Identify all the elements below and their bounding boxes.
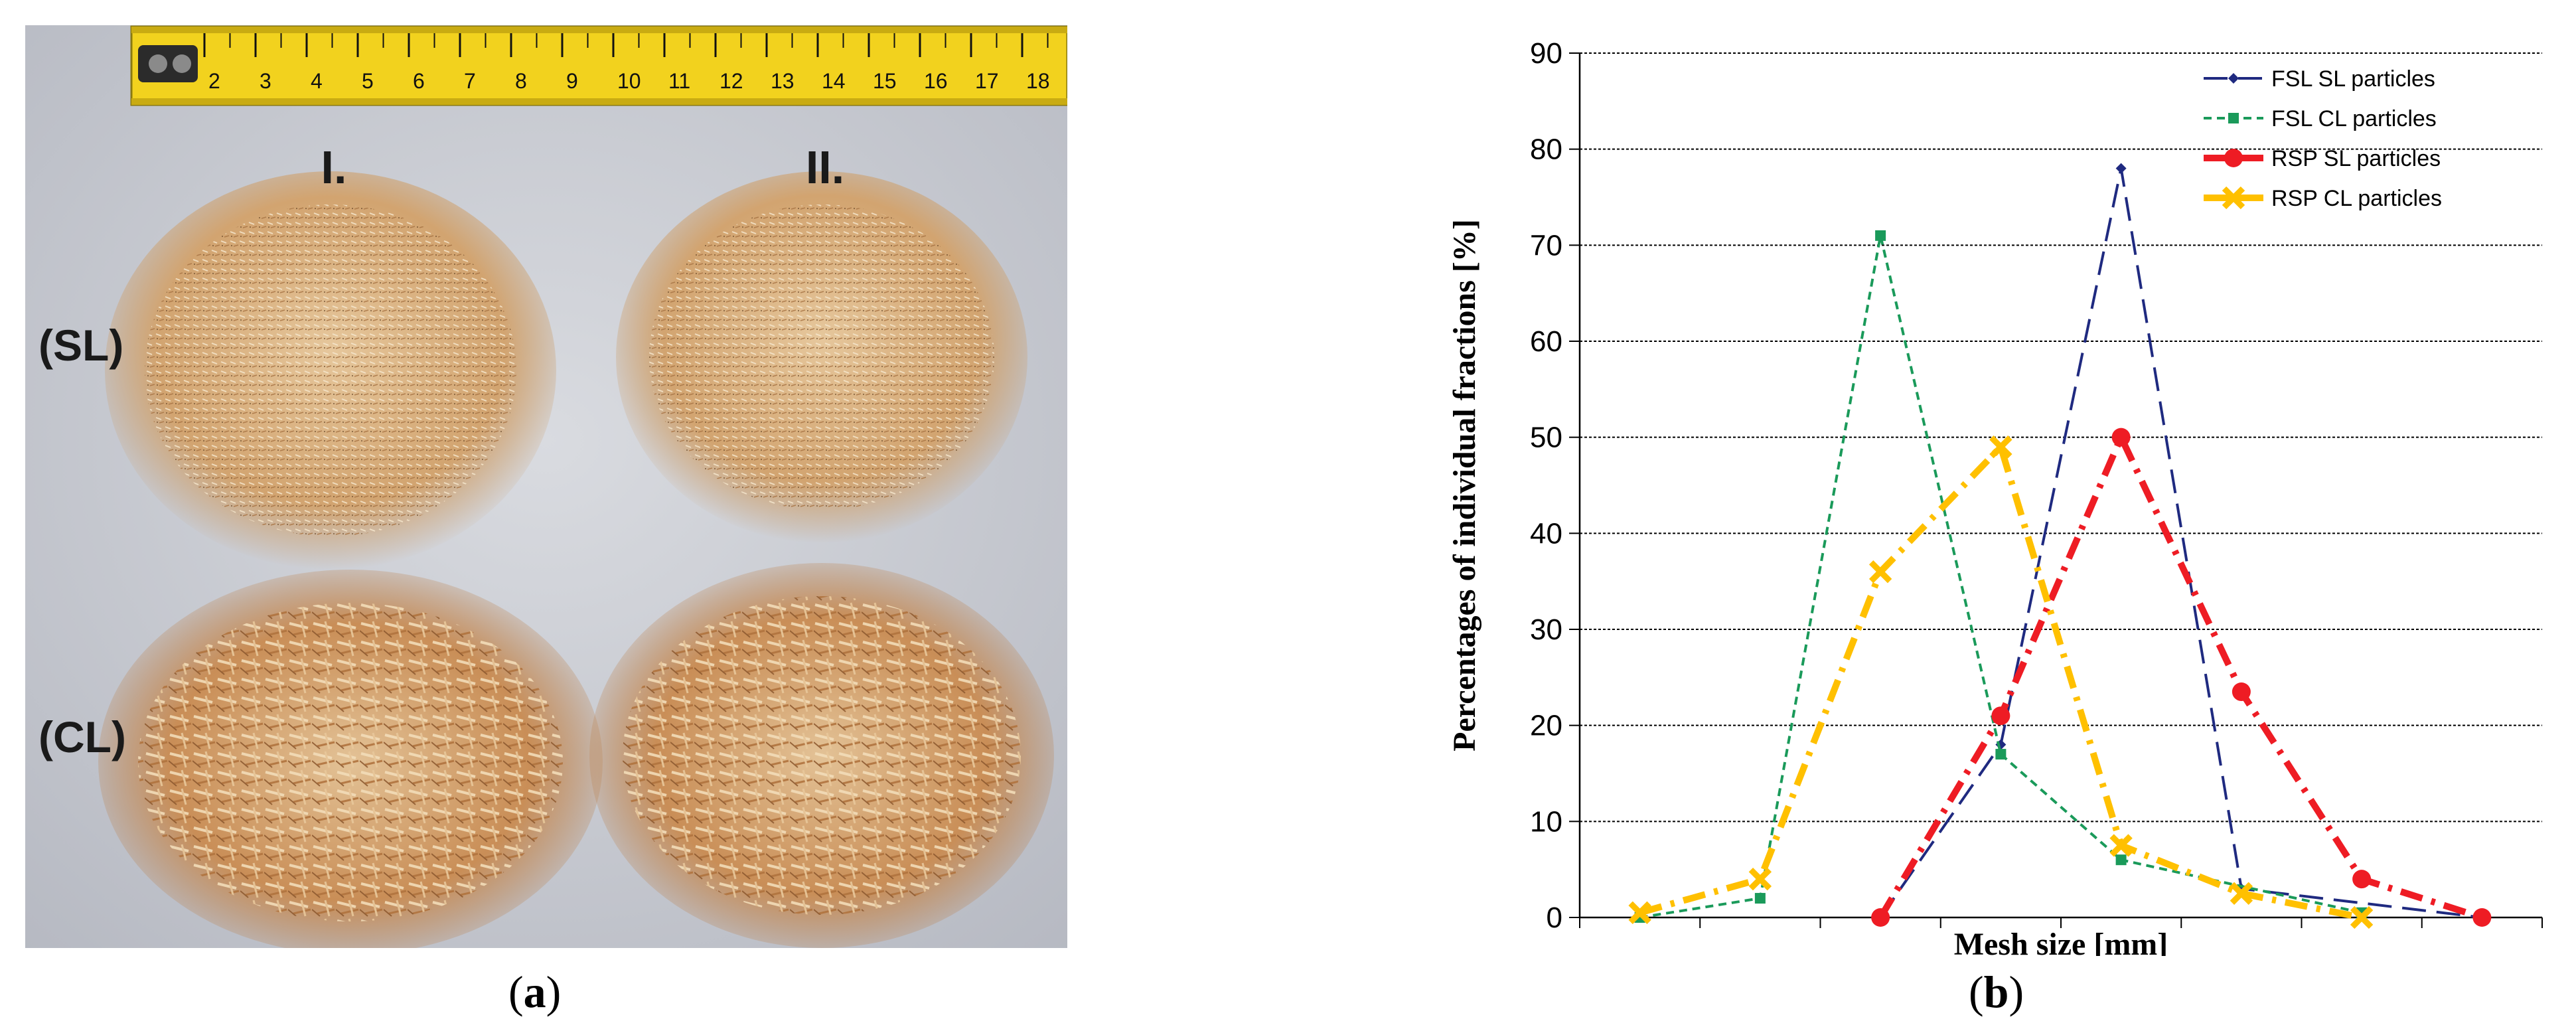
series-line: [1639, 443, 2363, 921]
x-axis-label: Mesh size [mm]: [1954, 927, 2168, 956]
y-tick-label: 90: [1530, 37, 1562, 70]
y-tick-label: 0: [1547, 902, 1562, 934]
ruler-number: 2: [208, 69, 220, 93]
y-tick-label: 80: [1530, 133, 1562, 166]
data-point: [1989, 435, 2012, 459]
ruler-number: 15: [873, 69, 897, 93]
y-tick-label: 10: [1530, 805, 1562, 838]
ruler-number: 12: [720, 69, 743, 93]
data-point: [2224, 149, 2243, 167]
col-label-I: I.: [321, 141, 347, 193]
data-point: [2228, 73, 2239, 84]
y-tick-label: 60: [1530, 325, 1562, 358]
ruler-number: 11: [668, 69, 690, 93]
ruler-number: 8: [515, 69, 527, 93]
ruler-number: 7: [464, 69, 476, 93]
y-tick-label: 70: [1530, 229, 1562, 262]
data-point: [2228, 113, 2239, 123]
caption-a-letter: a: [523, 967, 546, 1017]
y-axis-label: Percentages of individual fractions [%]: [1447, 219, 1482, 752]
data-point: [1748, 867, 1772, 891]
data-point: [1991, 706, 2010, 726]
y-tick-label: 30: [1530, 613, 1562, 646]
data-point: [1875, 230, 1886, 241]
ruler-number: 6: [413, 69, 425, 93]
legend-entry: FSL SL particles: [2271, 66, 2435, 92]
pile-II-SL: [616, 171, 1027, 543]
y-tick-label: 40: [1530, 517, 1562, 550]
pile-II-CL: [589, 563, 1054, 948]
data-point: [1995, 739, 2007, 750]
series-line: [1877, 434, 2483, 921]
y-tick-labels: 0 10 20 30 40 50 60 70 80 90: [1530, 37, 1562, 934]
ruler-number: 10: [617, 69, 641, 93]
data-point: [2472, 908, 2492, 927]
ruler-number: 13: [771, 69, 795, 93]
row-label-CL: (CL): [38, 712, 126, 761]
series-fsl-sl-particles: [1875, 163, 2488, 923]
caption-b-letter: b: [1983, 967, 2009, 1017]
data-point: [2111, 428, 2131, 447]
data-point: [2230, 882, 2253, 906]
legend-entry: RSP SL particles: [2271, 146, 2441, 171]
ruler-number: 3: [260, 69, 271, 93]
row-label-SL: (SL): [38, 321, 123, 370]
caption-a: (a): [508, 967, 562, 1017]
data-point: [1871, 908, 1890, 927]
data-point: [2352, 870, 2372, 889]
chart-series: [1628, 163, 2492, 929]
data-point: [2115, 163, 2127, 174]
data-point: [2232, 682, 2251, 702]
ruler-number: 9: [566, 69, 578, 93]
series-fsl-cl-particles: [1634, 230, 2368, 923]
particle-photo: 2345678910111213141516171819 I. II. (SL)…: [25, 25, 1101, 955]
data-point: [1754, 893, 1766, 904]
series-line: [1879, 167, 2482, 919]
legend-entry: FSL CL particles: [2271, 106, 2437, 131]
legend-entry: RSP CL particles: [2271, 186, 2442, 211]
tape-measure: 2345678910111213141516171819: [130, 25, 1101, 106]
pile-I-SL: [105, 171, 556, 570]
y-tick-label: 20: [1530, 710, 1562, 742]
ruler-number: 18: [1026, 69, 1050, 93]
data-point: [2109, 834, 2133, 857]
series-rsp-cl-particles: [1628, 435, 2374, 929]
data-point: [2115, 854, 2127, 866]
series-line: [1639, 234, 2362, 919]
ruler-number: 5: [362, 69, 374, 93]
y-tick-label: 50: [1530, 422, 1562, 454]
ruler-number: 14: [822, 69, 846, 93]
data-point: [1995, 749, 2007, 760]
data-point: [2222, 186, 2245, 210]
col-label-II: II.: [806, 141, 844, 193]
chart-axes: [1569, 52, 2543, 928]
caption-b: (b): [1969, 967, 2024, 1017]
pile-I-CL: [98, 570, 603, 955]
grid-lines: [1580, 52, 2542, 823]
data-point: [1868, 560, 1892, 584]
ruler-number: 4: [311, 69, 323, 93]
ruler-number: 16: [924, 69, 948, 93]
ruler-number: 17: [975, 69, 999, 93]
chart-legend: FSL SL particles FSL CL particles RSP SL p…: [2204, 66, 2442, 211]
data-point: [1628, 901, 1651, 924]
data-point: [2350, 906, 2374, 929]
series-rsp-sl-particles: [1871, 428, 2492, 927]
photo-illustration: 2345678910111213141516171819 I. II. (SL)…: [25, 25, 1101, 955]
